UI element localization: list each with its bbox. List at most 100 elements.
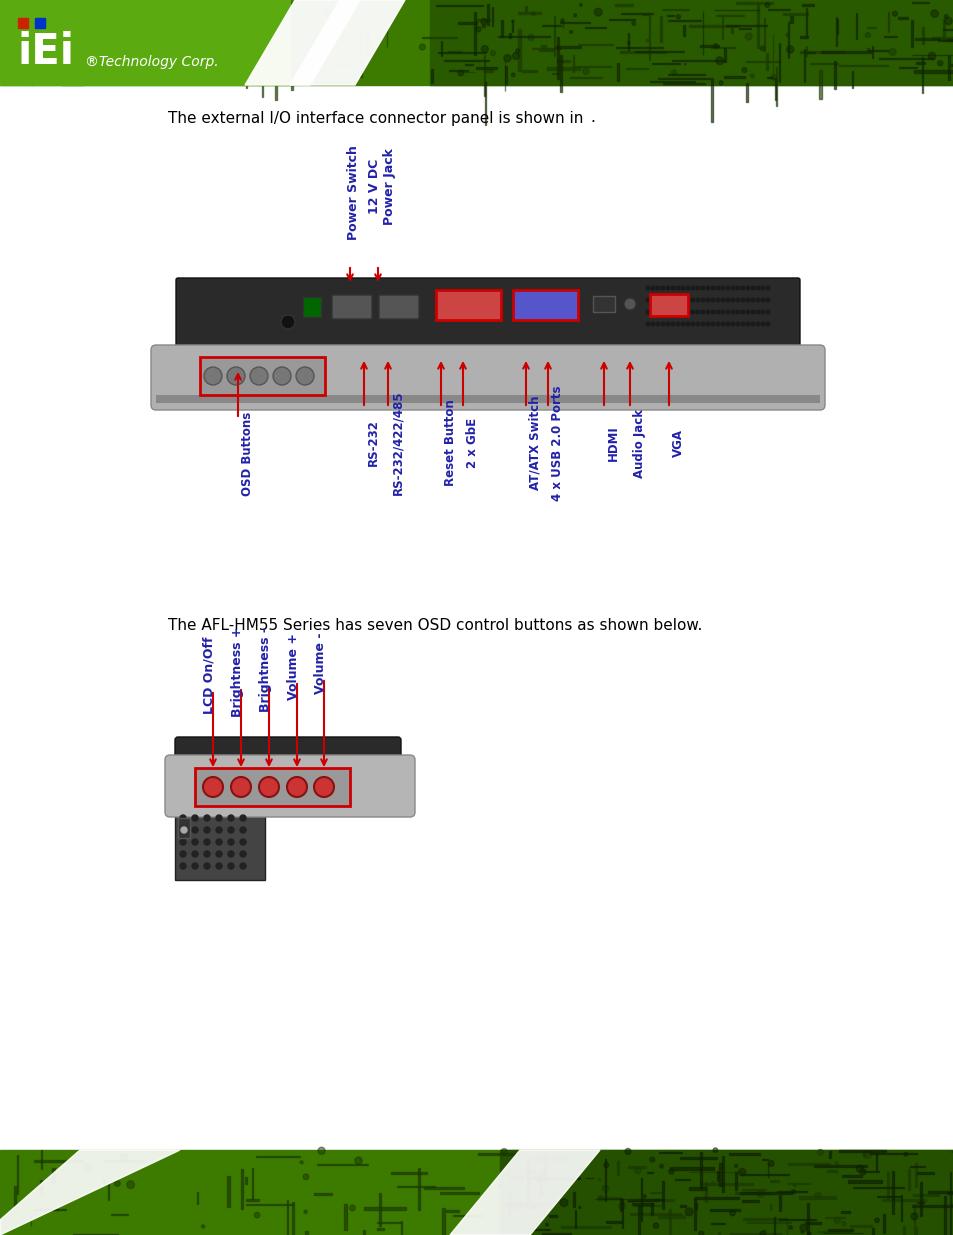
Circle shape (801, 1231, 802, 1234)
Circle shape (631, 22, 635, 26)
Circle shape (651, 322, 654, 326)
Circle shape (651, 298, 654, 301)
Circle shape (817, 1150, 822, 1155)
Circle shape (665, 298, 669, 301)
Polygon shape (450, 1150, 599, 1235)
Bar (799, 36, 807, 38)
Circle shape (705, 298, 709, 301)
Circle shape (207, 75, 209, 78)
Circle shape (645, 287, 649, 290)
Bar (436, 5, 482, 6)
FancyBboxPatch shape (332, 295, 372, 319)
Circle shape (696, 310, 700, 314)
Circle shape (476, 27, 480, 32)
Circle shape (671, 298, 674, 301)
Circle shape (481, 46, 488, 52)
Bar (627, 1167, 645, 1168)
Bar (943, 20, 944, 40)
Bar (700, 44, 718, 47)
Text: Volume -: Volume - (314, 632, 327, 694)
Bar (627, 1199, 657, 1200)
Bar (718, 1231, 720, 1235)
Bar (512, 20, 513, 32)
Bar (262, 51, 264, 84)
Circle shape (258, 777, 278, 797)
Bar (950, 64, 953, 65)
Bar (439, 1192, 478, 1194)
Circle shape (740, 287, 744, 290)
Bar (695, 1198, 739, 1199)
Bar (474, 12, 476, 56)
Circle shape (745, 287, 749, 290)
Circle shape (741, 68, 746, 73)
Bar (637, 1207, 639, 1235)
Circle shape (204, 863, 210, 869)
Bar (335, 64, 355, 67)
Bar (245, 78, 247, 88)
Bar (741, 1199, 758, 1202)
Circle shape (719, 80, 722, 85)
Circle shape (685, 310, 689, 314)
Bar (559, 54, 562, 91)
Circle shape (756, 287, 759, 290)
Bar (362, 1230, 364, 1235)
Bar (699, 1152, 700, 1188)
Bar (914, 1163, 916, 1187)
Circle shape (750, 310, 754, 314)
Circle shape (254, 1213, 259, 1218)
Circle shape (756, 298, 759, 301)
Circle shape (192, 827, 198, 832)
Circle shape (419, 44, 425, 51)
Circle shape (760, 287, 764, 290)
Circle shape (760, 1231, 765, 1235)
Bar (765, 53, 767, 70)
Circle shape (750, 287, 754, 290)
Bar (35, 19, 45, 28)
FancyBboxPatch shape (174, 737, 400, 793)
Bar (55, 22, 57, 67)
Circle shape (660, 322, 664, 326)
Bar (549, 1215, 557, 1218)
Bar (779, 43, 780, 83)
Bar (915, 62, 923, 64)
Circle shape (642, 1194, 645, 1198)
Bar (649, 1192, 660, 1193)
Bar (483, 69, 493, 72)
Bar (851, 72, 853, 88)
Circle shape (645, 310, 649, 314)
Bar (688, 1187, 705, 1189)
Bar (517, 28, 520, 72)
Circle shape (874, 1218, 879, 1223)
Circle shape (730, 298, 734, 301)
Bar (261, 61, 263, 98)
Circle shape (665, 310, 669, 314)
Circle shape (120, 1153, 128, 1161)
Bar (931, 37, 952, 40)
Bar (786, 1183, 809, 1184)
Circle shape (835, 1162, 838, 1165)
Circle shape (785, 33, 788, 37)
Circle shape (745, 322, 749, 326)
Bar (598, 1198, 618, 1199)
Circle shape (180, 851, 186, 857)
Bar (631, 1203, 652, 1205)
Polygon shape (245, 0, 359, 85)
FancyBboxPatch shape (151, 345, 824, 410)
Circle shape (457, 70, 463, 75)
Circle shape (756, 1191, 763, 1197)
Circle shape (481, 25, 485, 27)
Bar (882, 1214, 883, 1233)
Bar (335, 48, 355, 49)
Bar (734, 1192, 771, 1194)
Bar (508, 1194, 509, 1218)
Circle shape (215, 827, 222, 832)
Circle shape (204, 815, 210, 821)
Bar (862, 1151, 864, 1156)
Bar (767, 9, 789, 10)
Bar (525, 1171, 536, 1172)
Circle shape (764, 2, 769, 7)
Circle shape (645, 322, 649, 326)
Circle shape (512, 53, 518, 59)
Circle shape (760, 298, 764, 301)
Bar (517, 12, 540, 14)
